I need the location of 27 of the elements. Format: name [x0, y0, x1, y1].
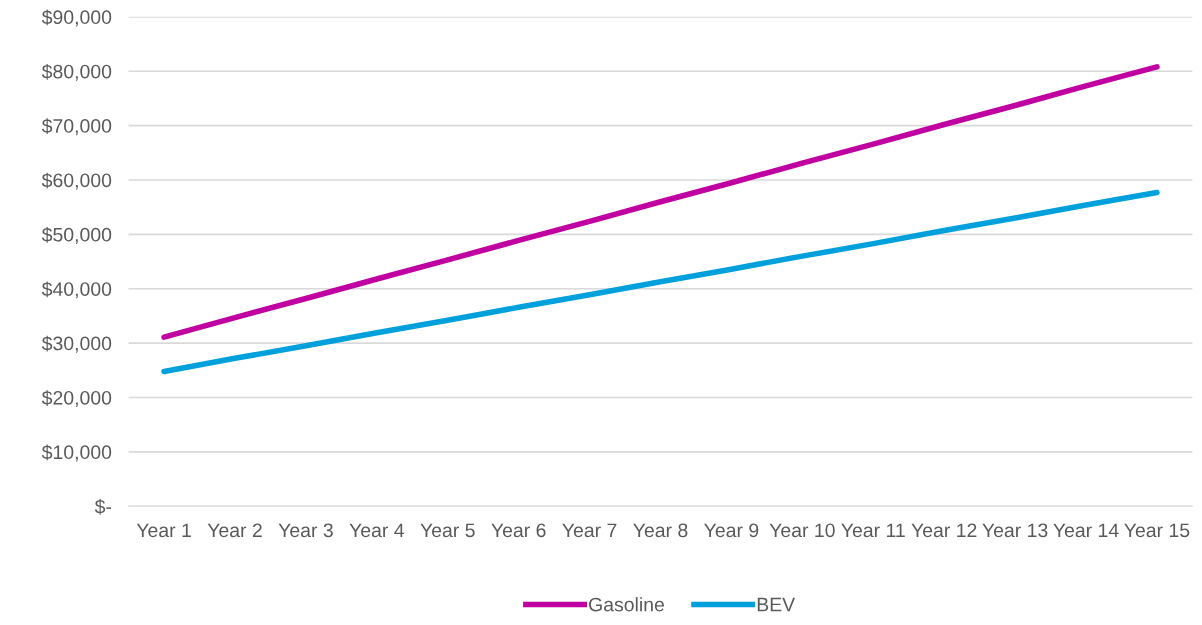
- y-tick-label: $20,000: [41, 390, 112, 408]
- y-tick-label: $70,000: [41, 118, 112, 136]
- x-tick-label: Year 2: [207, 523, 262, 538]
- x-tick-label: Year 7: [562, 523, 617, 538]
- x-tick-label: Year 11: [841, 523, 905, 538]
- x-tick-label: Year 13: [982, 523, 1048, 538]
- y-tick-label: $50,000: [41, 227, 112, 244]
- y-tick-label: $-: [94, 498, 112, 515]
- legend-label: BEV: [757, 597, 796, 612]
- y-tick-label: $30,000: [41, 335, 112, 353]
- x-tick-label: Year 1: [136, 523, 191, 538]
- x-tick-label: Year 8: [633, 523, 688, 538]
- y-tick-label: $60,000: [41, 172, 112, 190]
- x-tick-label: Year 14: [1053, 523, 1119, 538]
- x-tick-label: Year 6: [491, 523, 546, 538]
- x-tick-label: Year 3: [278, 523, 333, 538]
- y-tick-label: $10,000: [41, 444, 112, 462]
- x-tick-label: Year 5: [420, 523, 475, 538]
- y-tick-label: $80,000: [41, 63, 112, 81]
- x-tick-label: Year 4: [349, 523, 405, 538]
- y-tick-label: $90,000: [41, 9, 112, 27]
- legend-label: Gasoline: [589, 597, 664, 612]
- x-tick-label: Year 10: [769, 523, 835, 538]
- x-tick-label: Year 12: [911, 523, 977, 538]
- x-tick-label: Year 15: [1124, 523, 1190, 538]
- y-tick-label: $40,000: [41, 281, 112, 299]
- x-tick-label: Year 9: [704, 523, 759, 538]
